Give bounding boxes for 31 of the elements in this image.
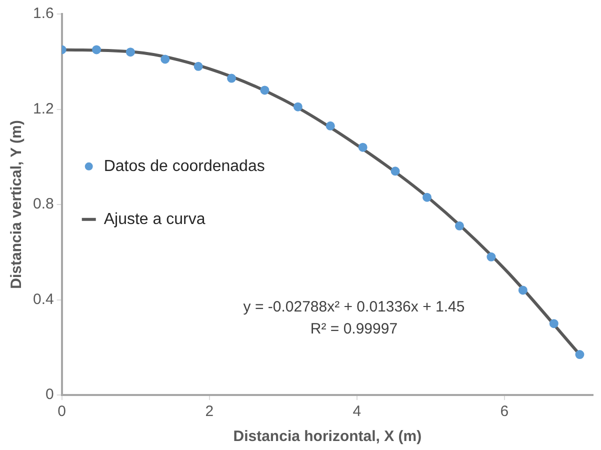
point (575, 350, 584, 360)
point (486, 252, 496, 262)
point (518, 286, 528, 295)
legend-label: Datos de coordenadas (104, 158, 265, 175)
point (194, 62, 203, 71)
point (422, 192, 432, 202)
x-axis-title: Distancia horizontal, X (m) (233, 428, 422, 446)
legend-label: Ajuste a curva (104, 210, 206, 228)
x-tick-label: 6 (500, 403, 509, 420)
point (293, 102, 302, 112)
annotation: R² = 0.99997 (310, 320, 398, 338)
point (390, 166, 400, 176)
point (126, 48, 135, 57)
x-tick-label: 2 (205, 403, 214, 420)
point (358, 142, 368, 152)
point (160, 54, 170, 64)
y-tick-label: 0.8 (32, 196, 54, 213)
y-tick-label: 0.4 (32, 290, 54, 308)
y-tick-label: 1.6 (32, 5, 54, 22)
x-tick-label: 0 (58, 403, 66, 420)
point (227, 74, 236, 83)
x-tick-label: 4 (352, 403, 362, 420)
point (549, 319, 558, 328)
point (92, 45, 102, 54)
point (326, 121, 335, 130)
annotation: y = -0.02788x² + 0.01336x + 1.45 (243, 298, 465, 316)
point (260, 86, 270, 95)
point (454, 221, 464, 230)
y-tick-label: 0 (46, 386, 54, 404)
y-tick-label: 1.2 (32, 100, 54, 118)
y-axis-title: Distancia vertical, Y (m) (8, 120, 26, 289)
